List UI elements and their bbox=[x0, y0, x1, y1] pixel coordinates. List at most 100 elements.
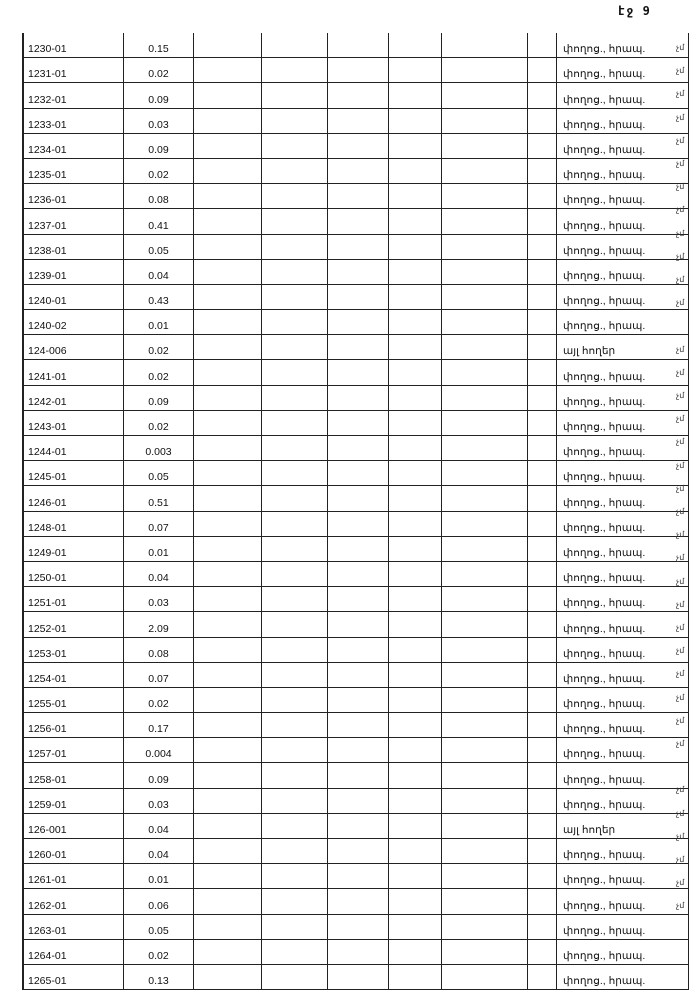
table-row: 1249-01 0.01 փողոց., հրապ. bbox=[22, 536, 689, 562]
empty-cell bbox=[327, 208, 389, 235]
empty-cell bbox=[327, 259, 389, 285]
empty-cell bbox=[193, 788, 262, 814]
empty-cell bbox=[193, 485, 262, 512]
empty-cell bbox=[327, 309, 389, 336]
parcel-code: 1245-01 bbox=[22, 460, 124, 487]
land-use-type: փողոց., հրապ. bbox=[556, 561, 689, 588]
land-use-type: փողոց., հրապ. bbox=[556, 435, 689, 462]
empty-cell bbox=[527, 359, 557, 386]
empty-cell bbox=[527, 82, 557, 109]
land-use-type: փողոց., հրապ. bbox=[556, 888, 689, 915]
row-mark: չմ bbox=[676, 43, 685, 52]
empty-cell bbox=[193, 234, 262, 260]
parcel-area: 0.02 bbox=[123, 334, 194, 361]
empty-cell bbox=[193, 712, 262, 739]
table-row: 1256-01 0.17 փողոց., հրապ. bbox=[22, 712, 689, 739]
empty-cell bbox=[327, 284, 389, 311]
land-use-type: փողոց., հրապ. bbox=[556, 485, 689, 512]
row-mark: չմ bbox=[676, 344, 685, 354]
empty-cell bbox=[441, 536, 528, 562]
empty-cell bbox=[388, 33, 442, 59]
empty-cell bbox=[261, 863, 328, 890]
empty-cell bbox=[261, 208, 328, 235]
empty-cell bbox=[193, 284, 262, 311]
land-parcel-table: 1230-01 0.15 փողոց., հրապ. 1231-01 0.02 փողոց… bbox=[22, 33, 689, 990]
empty-cell bbox=[441, 611, 528, 638]
empty-cell bbox=[388, 637, 442, 663]
parcel-area: 0.09 bbox=[123, 82, 194, 109]
table-row: 1236-01 0.08 փողոց., հրապ. bbox=[22, 183, 689, 210]
empty-cell bbox=[527, 687, 557, 714]
empty-cell bbox=[193, 637, 262, 663]
parcel-code: 1237-01 bbox=[22, 208, 124, 235]
empty-cell bbox=[261, 158, 328, 185]
land-use-type: փողոց., հրապ. bbox=[556, 687, 689, 714]
empty-cell bbox=[388, 737, 442, 764]
empty-cell bbox=[388, 611, 442, 638]
empty-cell bbox=[193, 133, 262, 159]
empty-cell bbox=[261, 511, 328, 537]
empty-cell bbox=[193, 208, 262, 235]
empty-cell bbox=[261, 838, 328, 865]
parcel-area: 0.02 bbox=[123, 359, 194, 386]
row-mark: չմ bbox=[676, 553, 685, 563]
empty-cell bbox=[388, 863, 442, 890]
land-use-type: փողոց., հրապ. bbox=[556, 82, 689, 109]
parcel-code: 1262-01 bbox=[22, 888, 124, 915]
table-row: 1233-01 0.03 փողոց., հրապ. bbox=[22, 108, 689, 134]
empty-cell bbox=[388, 511, 442, 537]
table-row: 1235-01 0.02 փողոց., հրապ. bbox=[22, 158, 689, 185]
parcel-code: 1250-01 bbox=[22, 561, 124, 588]
empty-cell bbox=[327, 410, 389, 437]
parcel-code: 1252-01 bbox=[22, 611, 124, 638]
row-mark: չմ bbox=[676, 182, 685, 192]
parcel-code: 1254-01 bbox=[22, 662, 124, 688]
empty-cell bbox=[327, 687, 389, 714]
land-use-type: այլ հողեր bbox=[556, 813, 689, 840]
empty-cell bbox=[441, 133, 528, 159]
parcel-area: 0.03 bbox=[123, 586, 194, 613]
row-mark: չմ bbox=[676, 275, 685, 284]
empty-cell bbox=[261, 234, 328, 260]
empty-cell bbox=[193, 586, 262, 613]
empty-cell bbox=[388, 385, 442, 411]
empty-cell bbox=[193, 259, 262, 285]
empty-cell bbox=[193, 511, 262, 537]
land-use-type: փողոց., հրապ. bbox=[556, 57, 689, 84]
row-mark: չմ bbox=[676, 414, 685, 424]
empty-cell bbox=[327, 108, 389, 134]
empty-cell bbox=[527, 410, 557, 437]
empty-cell bbox=[261, 108, 328, 134]
empty-cell bbox=[388, 234, 442, 260]
empty-cell bbox=[193, 863, 262, 890]
row-mark: չմ bbox=[676, 228, 685, 238]
empty-cell bbox=[327, 888, 389, 915]
parcel-area: 0.01 bbox=[123, 863, 194, 890]
land-use-type: փողոց., հրապ. bbox=[556, 964, 689, 990]
land-use-type: փողոց., հրապ. bbox=[556, 762, 689, 789]
empty-cell bbox=[527, 208, 557, 235]
empty-cell bbox=[388, 762, 442, 789]
parcel-area: 0.15 bbox=[123, 33, 194, 59]
empty-cell bbox=[388, 435, 442, 462]
parcel-code: 1257-01 bbox=[22, 737, 124, 764]
land-use-type: փողոց., հրապ. bbox=[556, 939, 689, 965]
empty-cell bbox=[527, 762, 557, 789]
row-mark: չմ bbox=[676, 367, 685, 377]
row-mark: չմ bbox=[676, 159, 685, 168]
empty-cell bbox=[261, 334, 328, 361]
empty-cell bbox=[527, 284, 557, 311]
empty-cell bbox=[441, 208, 528, 235]
empty-cell bbox=[261, 385, 328, 411]
empty-cell bbox=[441, 259, 528, 285]
empty-cell bbox=[527, 611, 557, 638]
land-use-type: փողոց., հրապ. bbox=[556, 208, 689, 235]
parcel-code: 1258-01 bbox=[22, 762, 124, 789]
empty-cell bbox=[261, 309, 328, 336]
parcel-area: 0.02 bbox=[123, 57, 194, 84]
empty-cell bbox=[261, 762, 328, 789]
empty-cell bbox=[193, 762, 262, 789]
land-use-type: փողոց., հրապ. bbox=[556, 234, 689, 260]
empty-cell bbox=[261, 82, 328, 109]
land-use-type: փողոց., հրապ. bbox=[556, 460, 689, 487]
